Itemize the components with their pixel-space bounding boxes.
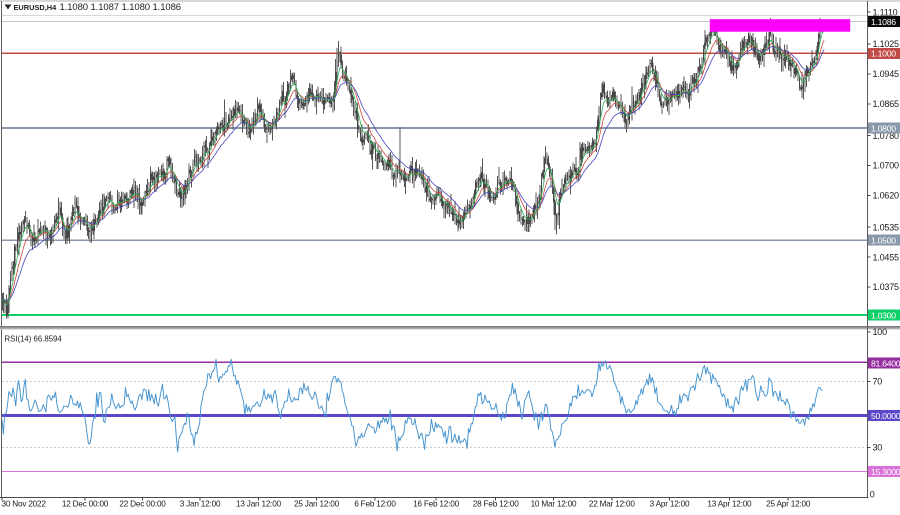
- svg-text:1.1000: 1.1000: [871, 49, 896, 59]
- svg-text:28 Feb 12:00: 28 Feb 12:00: [473, 500, 520, 509]
- svg-text:1.0700: 1.0700: [873, 161, 900, 171]
- svg-text:10 Mar 12:00: 10 Mar 12:00: [531, 500, 577, 509]
- svg-text:RSI(14) 66.8594: RSI(14) 66.8594: [5, 335, 63, 344]
- svg-text:1.1086: 1.1086: [871, 17, 896, 27]
- svg-text:3 Apr 12:00: 3 Apr 12:00: [650, 500, 690, 509]
- svg-text:1.0535: 1.0535: [873, 222, 900, 232]
- svg-text:EURUSD,H4: EURUSD,H4: [14, 3, 58, 12]
- svg-text:30: 30: [873, 443, 883, 453]
- svg-text:1.1110: 1.1110: [873, 7, 898, 17]
- svg-text:15.3000: 15.3000: [871, 467, 900, 477]
- svg-text:1.0300: 1.0300: [871, 310, 896, 320]
- svg-text:3 Jan 12:00: 3 Jan 12:00: [180, 500, 221, 509]
- svg-text:1.1080 1.1087 1.1080 1.1086: 1.1080 1.1087 1.1080 1.1086: [60, 2, 181, 13]
- svg-text:1.0945: 1.0945: [873, 69, 900, 79]
- svg-text:30 Nov 2022: 30 Nov 2022: [2, 500, 47, 509]
- svg-text:25 Jan 12:00: 25 Jan 12:00: [294, 500, 340, 509]
- svg-text:1.0375: 1.0375: [873, 282, 900, 292]
- svg-text:0: 0: [870, 489, 875, 499]
- svg-text:16 Feb 12:00: 16 Feb 12:00: [413, 500, 460, 509]
- svg-text:1.0500: 1.0500: [871, 236, 896, 246]
- svg-text:70: 70: [873, 377, 883, 387]
- svg-text:13 Apr 12:00: 13 Apr 12:00: [707, 500, 752, 509]
- svg-text:1.0620: 1.0620: [873, 191, 900, 201]
- svg-text:13 Jan 12:00: 13 Jan 12:00: [236, 500, 282, 509]
- svg-text:22 Mar 12:00: 22 Mar 12:00: [589, 500, 635, 509]
- svg-text:1.0865: 1.0865: [873, 99, 900, 109]
- svg-text:12 Dec 00:00: 12 Dec 00:00: [62, 500, 109, 509]
- svg-text:100: 100: [873, 327, 888, 337]
- svg-text:22 Dec 00:00: 22 Dec 00:00: [119, 500, 166, 509]
- svg-text:1.0800: 1.0800: [871, 123, 896, 133]
- svg-text:1.1025: 1.1025: [873, 39, 900, 49]
- svg-text:1.0780: 1.0780: [873, 131, 900, 141]
- svg-text:81.6400: 81.6400: [871, 358, 900, 368]
- svg-text:50.0000: 50.0000: [871, 411, 900, 421]
- svg-text:1.0455: 1.0455: [873, 252, 900, 262]
- svg-text:6 Feb 12:00: 6 Feb 12:00: [354, 500, 396, 509]
- svg-text:25 Apr 12:00: 25 Apr 12:00: [766, 500, 811, 509]
